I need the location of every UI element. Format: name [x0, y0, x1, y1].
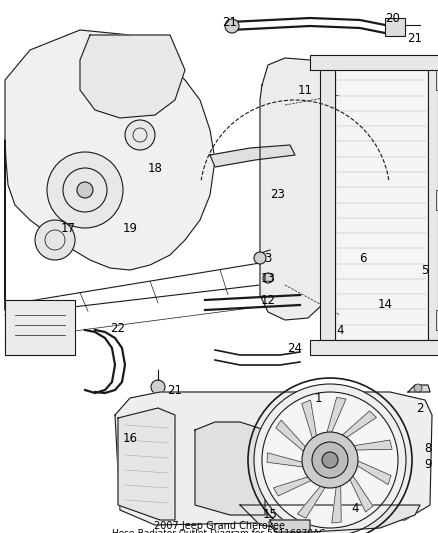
Polygon shape [240, 505, 420, 532]
Text: 17: 17 [60, 222, 75, 235]
Polygon shape [210, 145, 295, 167]
Polygon shape [115, 392, 432, 525]
Text: 20: 20 [385, 12, 400, 25]
Circle shape [414, 384, 422, 392]
Bar [436, 70, 438, 90]
Text: 2007 Jeep Grand Cherokee: 2007 Jeep Grand Cherokee [153, 521, 285, 531]
Circle shape [302, 432, 358, 488]
Text: 21: 21 [167, 384, 183, 397]
Text: 21: 21 [407, 31, 423, 44]
Circle shape [322, 452, 338, 468]
Text: 13: 13 [261, 271, 276, 285]
Polygon shape [270, 520, 310, 532]
Polygon shape [348, 456, 391, 484]
Bar [320, 65, 335, 340]
Text: 15: 15 [262, 508, 277, 521]
Polygon shape [302, 400, 318, 449]
Circle shape [254, 384, 406, 533]
Polygon shape [195, 422, 265, 515]
Text: 1: 1 [314, 392, 322, 405]
Polygon shape [408, 385, 430, 392]
Polygon shape [343, 440, 392, 450]
Bar [436, 190, 438, 210]
Circle shape [77, 182, 93, 198]
Text: 14: 14 [378, 298, 392, 311]
Text: 8: 8 [424, 441, 432, 455]
Text: 19: 19 [123, 222, 138, 235]
Circle shape [35, 220, 75, 260]
Bar [436, 310, 438, 330]
Polygon shape [276, 420, 313, 458]
Polygon shape [332, 474, 341, 523]
Polygon shape [334, 411, 376, 443]
Bar [335, 65, 428, 340]
Polygon shape [273, 474, 321, 496]
Text: 3: 3 [264, 252, 272, 264]
Text: 24: 24 [287, 342, 303, 354]
Text: 22: 22 [110, 321, 126, 335]
Text: 12: 12 [261, 294, 276, 306]
Text: 6: 6 [359, 252, 367, 264]
Polygon shape [345, 466, 373, 512]
Polygon shape [5, 300, 75, 355]
Polygon shape [5, 30, 215, 310]
Bar [385, 18, 405, 36]
Circle shape [47, 152, 123, 228]
Text: 2: 2 [416, 401, 424, 415]
Bar [428, 65, 438, 340]
Text: Hose-Radiator Outlet Diagram for 55116870AC: Hose-Radiator Outlet Diagram for 5511687… [113, 529, 325, 533]
Bar [310, 340, 438, 355]
Text: 9: 9 [424, 458, 432, 472]
Text: 16: 16 [123, 432, 138, 445]
Circle shape [312, 442, 348, 478]
Text: 23: 23 [271, 189, 286, 201]
Circle shape [262, 392, 398, 528]
Text: 11: 11 [297, 84, 312, 96]
Text: 21: 21 [223, 15, 237, 28]
Text: 18: 18 [148, 161, 162, 174]
Polygon shape [267, 453, 314, 469]
Circle shape [263, 273, 273, 283]
Circle shape [225, 19, 239, 33]
Circle shape [254, 252, 266, 264]
Text: 5: 5 [421, 263, 429, 277]
Polygon shape [260, 58, 330, 320]
Polygon shape [118, 408, 175, 520]
Polygon shape [297, 478, 331, 518]
Text: 4: 4 [336, 324, 344, 336]
Text: 4: 4 [351, 502, 359, 514]
Bar [310, 55, 438, 70]
Circle shape [125, 120, 155, 150]
Circle shape [151, 380, 165, 394]
Polygon shape [80, 35, 185, 118]
Polygon shape [324, 398, 346, 443]
